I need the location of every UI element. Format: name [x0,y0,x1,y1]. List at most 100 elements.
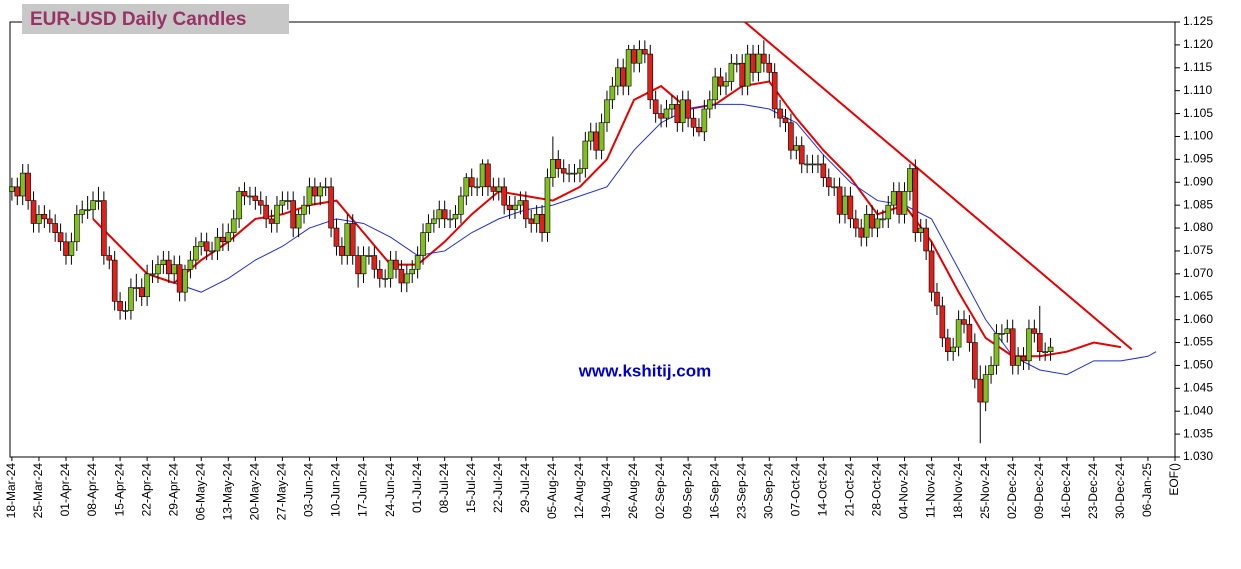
candle-body [74,214,80,243]
candle-body [214,236,221,252]
candle-body [149,273,156,276]
candle-body [614,67,621,87]
x-tick-label: 22-Apr-24 [139,463,153,517]
candle-body [847,195,854,220]
candle-body [366,255,372,257]
candle-body [658,113,664,119]
x-tick-label: 02-Dec-24 [1005,463,1019,519]
y-tick-label: 1.105 [1183,106,1213,120]
candle-body [598,122,605,151]
candle-body [1020,355,1027,362]
x-tick-label: 28-Oct-24 [870,463,884,517]
candle-body [669,104,675,110]
candle-body [257,200,264,206]
candle-body [896,191,902,215]
candle-body [620,67,627,87]
x-tick-label: 08-Apr-24 [85,463,99,517]
candle-body [517,200,524,206]
candle-body [376,268,383,279]
candle-body [1026,328,1032,362]
candle-body [842,195,848,215]
x-tick-label: 02-Sep-24 [653,463,667,519]
candle-body [1047,346,1054,352]
y-tick-label: 1.100 [1183,129,1213,143]
candle-body [138,287,145,298]
candle-body [555,159,562,169]
candle-body [398,268,405,284]
candle-body [1015,355,1021,366]
candle-body [939,305,946,339]
candle-body [728,62,735,82]
candle-body [46,218,53,224]
candle-body [593,131,599,151]
y-tick-label: 1.030 [1183,449,1213,463]
candle-body [712,76,718,101]
candle-body [225,232,232,243]
candle-body [863,214,870,238]
y-tick-label: 1.085 [1183,197,1213,211]
candle-body [560,168,567,174]
candle-body [604,99,610,124]
candle-body [420,232,426,256]
x-tick-label: 25-Nov-24 [978,463,992,519]
candle-body [117,301,123,311]
y-tick-label: 1.060 [1183,312,1213,326]
candle-body [988,365,994,375]
x-tick-label: 30-Dec-24 [1113,463,1127,519]
candle-body [771,72,778,110]
candle-body [95,200,102,202]
chart-title: EUR-USD Daily Candles [30,9,246,30]
candle-body [404,273,410,284]
candle-body [587,131,594,142]
candle-body [441,209,448,220]
x-tick-label: 20-May-24 [248,463,262,521]
candle-body [1009,328,1016,366]
x-tick-label: 29-Apr-24 [166,463,180,517]
x-tick-label: 10-Jun-24 [329,463,343,517]
candle-body [528,218,535,224]
candle-body [290,200,297,229]
candle-body [977,378,984,403]
candle-body [609,85,616,101]
y-tick-label: 1.070 [1183,266,1213,280]
plot-frame [9,21,1176,458]
candle-body [544,177,551,233]
x-tick-label: 06-Jan-25 [1140,463,1154,517]
candle-body [322,186,329,189]
candle-body [414,255,421,270]
candle-body [1004,328,1011,334]
candle-body [203,241,210,252]
candle-body [458,195,464,215]
candle-body [804,163,810,166]
candle-body [636,49,643,64]
candle-body [274,204,280,224]
x-tick-label: 06-May-24 [193,463,207,521]
candle-body [717,76,724,87]
candle-body [128,287,134,311]
candle-body [685,99,691,119]
candle-body [284,200,291,202]
candle-body [101,200,107,256]
candle-body [182,268,188,293]
x-tick-label: 22-Jul-24 [491,463,505,513]
candle-body [41,214,48,220]
x-tick-label: 29-Jul-24 [518,463,532,513]
y-tick-label: 1.045 [1183,380,1213,394]
y-tick-label: 1.090 [1183,174,1213,188]
candle-body [468,177,475,188]
x-tick-label: 09-Dec-24 [1032,463,1046,519]
candle-body [706,99,713,110]
x-tick-label: 19-Aug-24 [599,463,613,519]
candle-body [436,209,443,220]
candle-body [279,200,286,206]
watermark: www.kshitij.com [578,361,712,380]
candle-body [934,291,940,307]
y-tick-label: 1.120 [1183,37,1213,51]
candle-body [25,172,31,201]
y-tick-label: 1.050 [1183,358,1213,372]
candle-body [339,246,345,256]
candle-body [382,278,388,280]
candle-body [317,186,324,197]
candle-body [674,104,681,124]
